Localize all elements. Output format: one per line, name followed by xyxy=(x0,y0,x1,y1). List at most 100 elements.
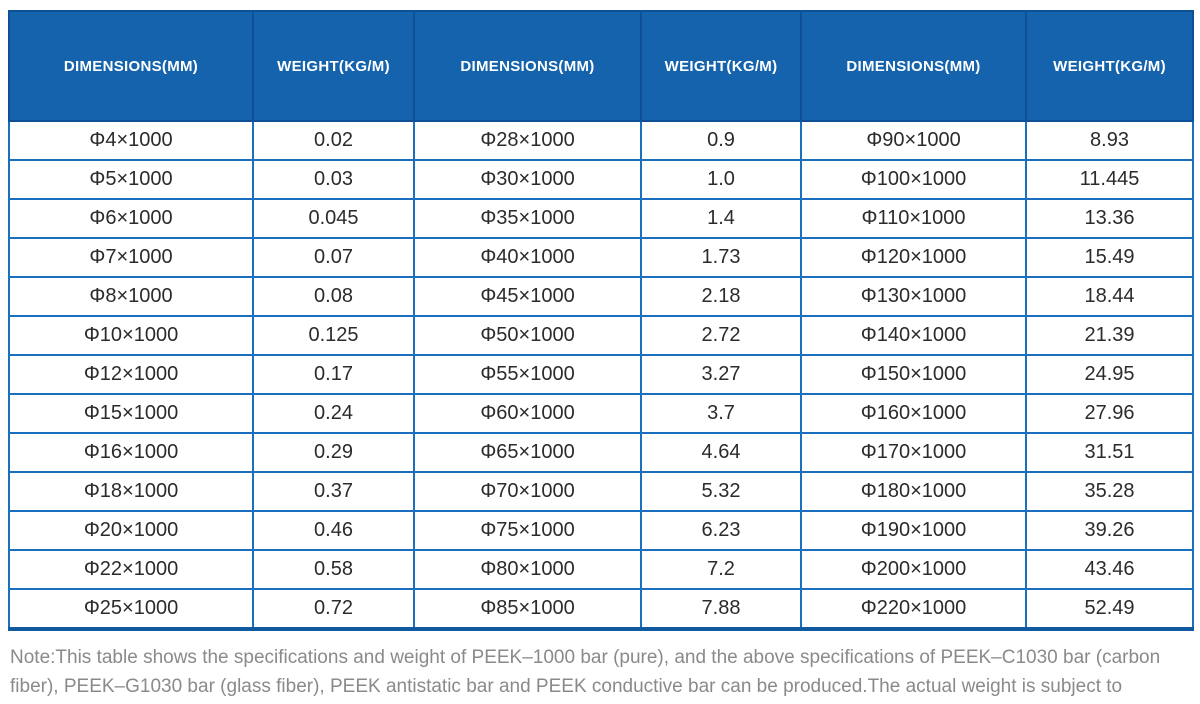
table-cell: 0.72 xyxy=(252,588,415,631)
table-cell: Φ45×1000 xyxy=(413,276,642,317)
table-cell: Φ150×1000 xyxy=(800,354,1027,395)
table-cell: 0.07 xyxy=(252,237,415,278)
table-cell: Φ120×1000 xyxy=(800,237,1027,278)
table-cell: Φ100×1000 xyxy=(800,159,1027,200)
table-cell: 43.46 xyxy=(1025,549,1194,590)
table-cell: 11.445 xyxy=(1025,159,1194,200)
table-cell: Φ16×1000 xyxy=(8,432,254,473)
table-cell: Φ110×1000 xyxy=(800,198,1027,239)
table-cell: Φ5×1000 xyxy=(8,159,254,200)
table-cell: Φ20×1000 xyxy=(8,510,254,551)
table-cell: 0.37 xyxy=(252,471,415,512)
table-cell: 24.95 xyxy=(1025,354,1194,395)
table-cell: Φ8×1000 xyxy=(8,276,254,317)
table-cell: 0.17 xyxy=(252,354,415,395)
table-cell: Φ25×1000 xyxy=(8,588,254,631)
table-cell: Φ35×1000 xyxy=(413,198,642,239)
table-cell: Φ28×1000 xyxy=(413,120,642,161)
table-cell: 4.64 xyxy=(640,432,802,473)
table-cell: Φ80×1000 xyxy=(413,549,642,590)
table-cell: 0.29 xyxy=(252,432,415,473)
table-cell: 1.73 xyxy=(640,237,802,278)
header-dimensions-1: DIMENSIONS(MM) xyxy=(8,10,254,122)
table-cell: Φ12×1000 xyxy=(8,354,254,395)
table-cell: 13.36 xyxy=(1025,198,1194,239)
table-body: Φ4×1000 0.02 Φ28×1000 0.9 Φ90×1000 8.93 Φ5×100… xyxy=(8,120,1194,631)
table-row: Φ10×1000 0.125 Φ50×1000 2.72 Φ140×1000 21.39 xyxy=(8,315,1194,356)
table-cell: Φ15×1000 xyxy=(8,393,254,434)
table-cell: Φ7×1000 xyxy=(8,237,254,278)
table-cell: Φ220×1000 xyxy=(800,588,1027,631)
table-cell: 6.23 xyxy=(640,510,802,551)
table-cell: Φ40×1000 xyxy=(413,237,642,278)
peek-bar-spec-table: DIMENSIONS(MM) WEIGHT(KG/M) DIMENSIONS(M… xyxy=(8,10,1194,631)
table-cell: 31.51 xyxy=(1025,432,1194,473)
table-cell: Φ170×1000 xyxy=(800,432,1027,473)
table-row: Φ7×1000 0.07 Φ40×1000 1.73 Φ120×1000 15.49 xyxy=(8,237,1194,278)
table-cell: Φ140×1000 xyxy=(800,315,1027,356)
table-cell: Φ200×1000 xyxy=(800,549,1027,590)
table-cell: 2.72 xyxy=(640,315,802,356)
table-cell: Φ22×1000 xyxy=(8,549,254,590)
table-cell: 18.44 xyxy=(1025,276,1194,317)
table-cell: Φ65×1000 xyxy=(413,432,642,473)
table-row: Φ15×1000 0.24 Φ60×1000 3.7 Φ160×1000 27.96 xyxy=(8,393,1194,434)
table-row: Φ25×1000 0.72 Φ85×1000 7.88 Φ220×1000 52.49 xyxy=(8,588,1194,631)
table-cell: Φ70×1000 xyxy=(413,471,642,512)
table-cell: 7.88 xyxy=(640,588,802,631)
table-cell: 0.125 xyxy=(252,315,415,356)
table-cell: 3.7 xyxy=(640,393,802,434)
table-cell: Φ190×1000 xyxy=(800,510,1027,551)
table-row: Φ20×1000 0.46 Φ75×1000 6.23 Φ190×1000 39.26 xyxy=(8,510,1194,551)
table-row: Φ22×1000 0.58 Φ80×1000 7.2 Φ200×1000 43.46 xyxy=(8,549,1194,590)
table-header: DIMENSIONS(MM) WEIGHT(KG/M) DIMENSIONS(M… xyxy=(8,10,1194,122)
table-cell: 0.58 xyxy=(252,549,415,590)
table-cell: 0.02 xyxy=(252,120,415,161)
table-cell: 2.18 xyxy=(640,276,802,317)
table-cell: 3.27 xyxy=(640,354,802,395)
table-cell: 0.9 xyxy=(640,120,802,161)
table-cell: 0.24 xyxy=(252,393,415,434)
header-row: DIMENSIONS(MM) WEIGHT(KG/M) DIMENSIONS(M… xyxy=(8,10,1194,122)
table-cell: Φ90×1000 xyxy=(800,120,1027,161)
header-weight-1: WEIGHT(KG/M) xyxy=(252,10,415,122)
table-row: Φ4×1000 0.02 Φ28×1000 0.9 Φ90×1000 8.93 xyxy=(8,120,1194,161)
table-cell: 35.28 xyxy=(1025,471,1194,512)
header-weight-2: WEIGHT(KG/M) xyxy=(640,10,802,122)
table-cell: 5.32 xyxy=(640,471,802,512)
table-cell: Φ18×1000 xyxy=(8,471,254,512)
table-cell: Φ180×1000 xyxy=(800,471,1027,512)
table-cell: Φ160×1000 xyxy=(800,393,1027,434)
table-cell: 1.0 xyxy=(640,159,802,200)
table-row: Φ8×1000 0.08 Φ45×1000 2.18 Φ130×1000 18.44 xyxy=(8,276,1194,317)
table-cell: 0.03 xyxy=(252,159,415,200)
table-row: Φ6×1000 0.045 Φ35×1000 1.4 Φ110×1000 13.36 xyxy=(8,198,1194,239)
table-cell: 0.045 xyxy=(252,198,415,239)
table-cell: 7.2 xyxy=(640,549,802,590)
table-cell: Φ4×1000 xyxy=(8,120,254,161)
table-cell: Φ55×1000 xyxy=(413,354,642,395)
header-weight-3: WEIGHT(KG/M) xyxy=(1025,10,1194,122)
table-row: Φ18×1000 0.37 Φ70×1000 5.32 Φ180×1000 35.28 xyxy=(8,471,1194,512)
table-note: Note:This table shows the specifications… xyxy=(10,647,1161,697)
table-cell: Φ6×1000 xyxy=(8,198,254,239)
table-row: Φ5×1000 0.03 Φ30×1000 1.0 Φ100×1000 11.445 xyxy=(8,159,1194,200)
header-dimensions-3: DIMENSIONS(MM) xyxy=(800,10,1027,122)
header-dimensions-2: DIMENSIONS(MM) xyxy=(413,10,642,122)
table-cell: 39.26 xyxy=(1025,510,1194,551)
table-cell: 1.4 xyxy=(640,198,802,239)
table-cell: 21.39 xyxy=(1025,315,1194,356)
table-cell: Φ30×1000 xyxy=(413,159,642,200)
table-cell: 15.49 xyxy=(1025,237,1194,278)
table-cell: Φ60×1000 xyxy=(413,393,642,434)
table-cell: Φ50×1000 xyxy=(413,315,642,356)
table-cell: 0.46 xyxy=(252,510,415,551)
table-cell: 27.96 xyxy=(1025,393,1194,434)
table-cell: 52.49 xyxy=(1025,588,1194,631)
table-cell: Φ75×1000 xyxy=(413,510,642,551)
table-row: Φ16×1000 0.29 Φ65×1000 4.64 Φ170×1000 31.51 xyxy=(8,432,1194,473)
table-cell: 0.08 xyxy=(252,276,415,317)
table-cell: Φ10×1000 xyxy=(8,315,254,356)
table-cell: Φ130×1000 xyxy=(800,276,1027,317)
